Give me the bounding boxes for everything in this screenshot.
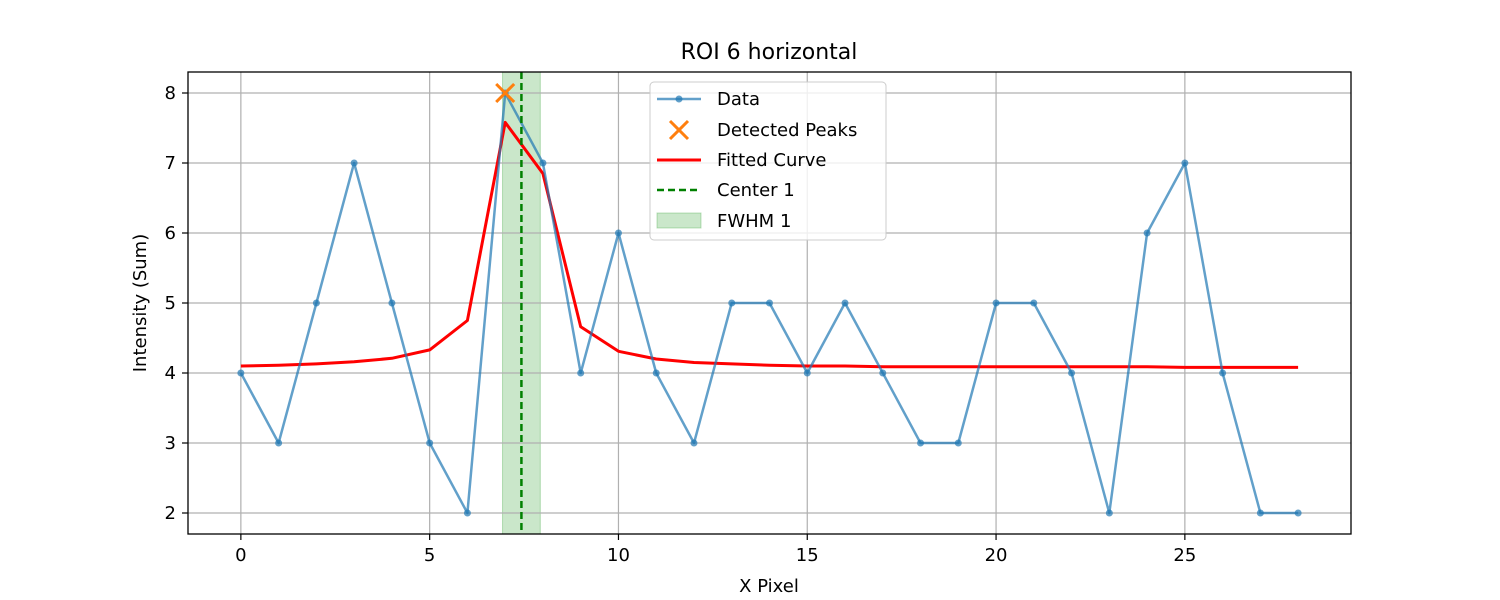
data-point — [879, 369, 887, 377]
data-point — [463, 509, 471, 517]
y-tick-label: 5 — [165, 293, 176, 314]
data-point — [652, 369, 660, 377]
data-point — [426, 439, 434, 447]
x-tick-label: 20 — [985, 545, 1008, 566]
peak-marker — [495, 82, 516, 104]
fitted-curve-line — [240, 120, 1299, 369]
data-point — [350, 159, 358, 167]
x-tick-label: 15 — [796, 545, 819, 566]
y-tick-label: 2 — [165, 503, 176, 524]
data-point — [728, 299, 736, 307]
data-point — [917, 439, 925, 447]
data-point — [1143, 229, 1151, 237]
y-tick-label: 6 — [165, 223, 176, 244]
y-tick-label: 8 — [165, 83, 176, 104]
legend-fwhm-swatch — [656, 212, 702, 229]
y-tick-label: 3 — [165, 433, 176, 454]
data-point — [1030, 299, 1038, 307]
legend-peak-marker — [668, 119, 690, 141]
data-point — [237, 369, 245, 377]
legend-box — [649, 81, 887, 241]
x-tick-label: 10 — [607, 545, 630, 566]
data-point — [1256, 509, 1264, 517]
data-point — [275, 439, 283, 447]
chart-title: ROI 6 horizontal — [681, 40, 858, 65]
data-point — [954, 439, 962, 447]
legend-label-data: Data — [717, 89, 760, 110]
y-axis-label: Intensity (Sum) — [130, 234, 151, 372]
legend-label-peaks: Detected Peaks — [717, 120, 857, 141]
data-point — [992, 299, 1000, 307]
data-point — [312, 299, 320, 307]
legend: Data Detected Peaks Fitted Curve Center … — [649, 81, 887, 241]
legend-label-center: Center 1 — [717, 180, 795, 201]
data-point — [614, 229, 622, 237]
y-tick-label: 7 — [165, 153, 176, 174]
legend-label-fit: Fitted Curve — [717, 150, 827, 171]
x-tick-label: 5 — [424, 545, 435, 566]
peak-marker-stroke — [495, 82, 516, 104]
data-point — [841, 299, 849, 307]
data-point — [1068, 369, 1076, 377]
data-point — [577, 369, 585, 377]
data-point — [388, 299, 396, 307]
data-point — [1181, 159, 1189, 167]
data-point — [803, 369, 811, 377]
x-tick-label: 25 — [1173, 545, 1196, 566]
data-point — [1105, 509, 1113, 517]
data-point — [1219, 369, 1227, 377]
data-point — [690, 439, 698, 447]
legend-data-marker — [675, 95, 683, 103]
data-point — [539, 159, 547, 167]
data-point — [1294, 509, 1302, 517]
y-tick-label: 4 — [165, 363, 176, 384]
legend-label-fwhm: FWHM 1 — [717, 211, 791, 232]
x-tick-label: 0 — [235, 545, 246, 566]
x-axis-label: X Pixel — [739, 576, 799, 597]
data-point — [766, 299, 773, 307]
